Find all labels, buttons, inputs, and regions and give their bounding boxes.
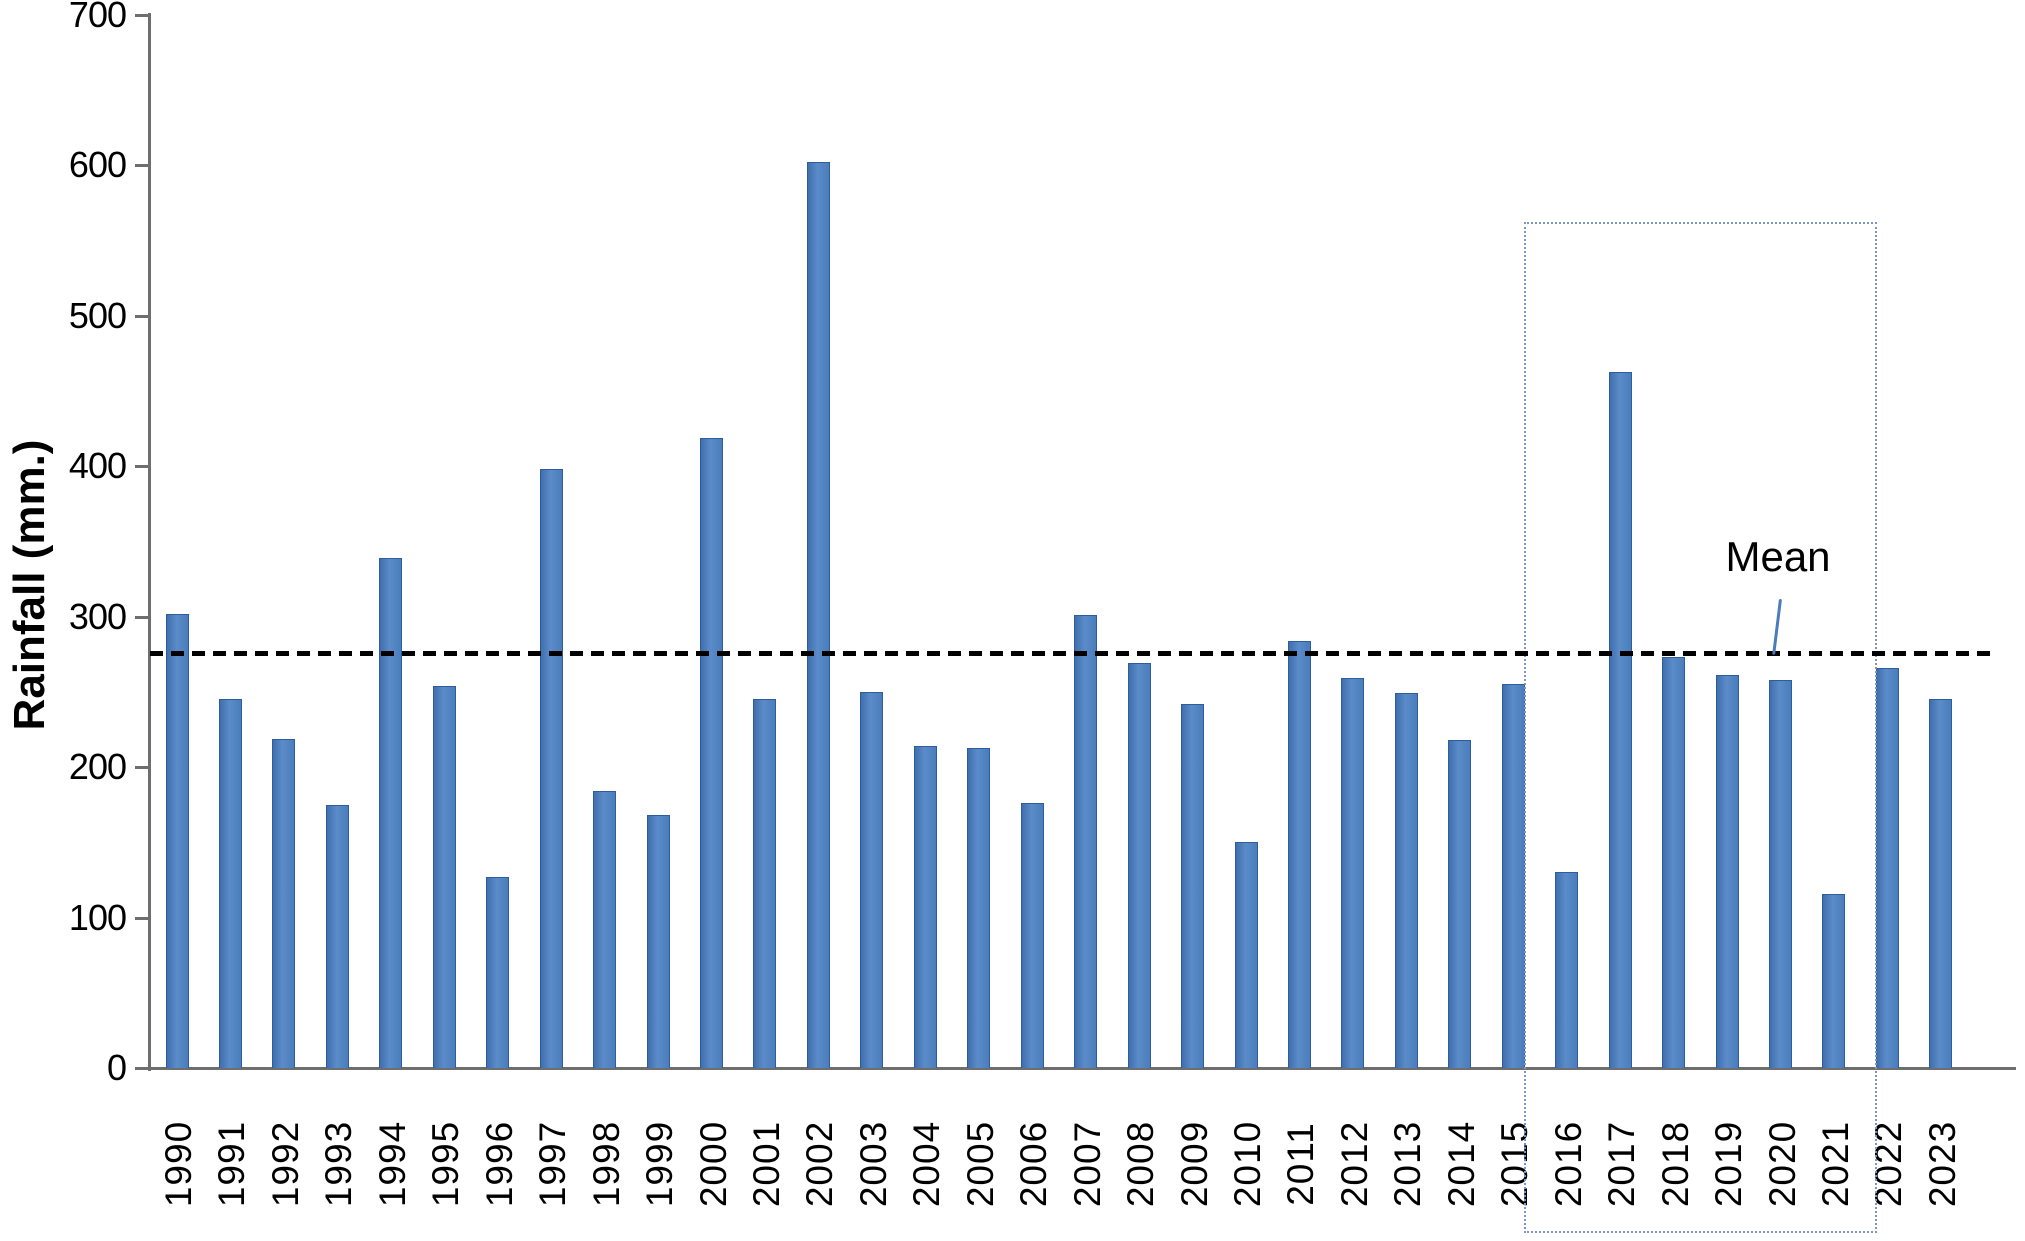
bar-2008 [1127, 663, 1151, 1068]
mean-dashed-line [150, 650, 1997, 656]
x-tick-label-1992: 1992 [264, 1120, 306, 1208]
bar-2023 [1929, 699, 1953, 1068]
x-tick-label-2013: 2013 [1387, 1120, 1429, 1208]
y-tick-label-400: 400 [68, 445, 127, 487]
x-tick-label-2005: 2005 [959, 1120, 1001, 1208]
bar-2020 [1769, 679, 1792, 1068]
x-tick-label-1995: 1995 [425, 1120, 467, 1208]
bar-2015 [1501, 684, 1525, 1068]
x-tick-label-2008: 2008 [1120, 1120, 1162, 1208]
bar-2012 [1341, 678, 1365, 1068]
x-tick-label-2000: 2000 [692, 1120, 734, 1208]
bar-2011 [1287, 640, 1311, 1068]
y-tick-label-600: 600 [68, 144, 127, 186]
x-tick-label-1999: 1999 [639, 1120, 681, 1208]
bar-2013 [1394, 693, 1418, 1068]
bar-2003 [860, 691, 884, 1068]
bar-2009 [1181, 703, 1205, 1068]
x-tick-label-2009: 2009 [1173, 1120, 1215, 1208]
bar-2022 [1875, 667, 1899, 1068]
x-tick-label-2006: 2006 [1013, 1120, 1055, 1208]
bar-2007 [1074, 615, 1098, 1068]
bar-1998 [593, 791, 617, 1068]
y-tick-mark-300 [135, 615, 150, 619]
bar-1993 [325, 804, 349, 1068]
bar-2016 [1555, 872, 1579, 1068]
bar-1995 [432, 685, 456, 1068]
y-tick-mark-200 [135, 766, 150, 770]
x-tick-label-1996: 1996 [478, 1120, 520, 1208]
y-tick-label-500: 500 [68, 294, 127, 336]
x-tick-label-1997: 1997 [532, 1120, 574, 1208]
x-tick-label-1998: 1998 [585, 1120, 627, 1208]
x-tick-label-2004: 2004 [906, 1120, 948, 1208]
bar-2006 [1020, 803, 1044, 1068]
bar-2004 [913, 746, 937, 1068]
x-tick-label-2012: 2012 [1333, 1120, 1375, 1208]
x-tick-label-2002: 2002 [799, 1120, 841, 1208]
y-tick-label-200: 200 [68, 746, 127, 788]
bar-2014 [1448, 740, 1472, 1068]
bar-1999 [646, 815, 670, 1068]
y-tick-label-100: 100 [68, 896, 127, 938]
bar-2018 [1662, 657, 1686, 1068]
bar-2019 [1715, 675, 1739, 1068]
y-tick-mark-500 [135, 314, 150, 318]
bar-2005 [967, 747, 991, 1068]
bar-2001 [753, 699, 777, 1068]
bar-1997 [539, 469, 563, 1068]
y-tick-label-700: 700 [68, 0, 127, 35]
x-tick-label-1991: 1991 [211, 1120, 253, 1208]
bar-1990 [165, 613, 189, 1068]
y-tick-label-300: 300 [68, 595, 127, 637]
bar-2021 [1822, 893, 1846, 1068]
x-tick-label-2010: 2010 [1227, 1120, 1268, 1208]
y-tick-mark-0 [135, 1067, 150, 1070]
y-tick-mark-100 [135, 916, 150, 920]
x-tick-label-2007: 2007 [1066, 1120, 1108, 1208]
bar-2002 [806, 162, 830, 1068]
x-axis-line [148, 1067, 2016, 1070]
bar-1992 [272, 738, 296, 1068]
x-tick-label-2011: 2011 [1280, 1122, 1322, 1206]
x-tick-label-1994: 1994 [371, 1120, 413, 1208]
x-tick-label-2023: 2023 [1921, 1120, 1963, 1208]
mean-label: Mean [1725, 533, 1831, 580]
bar-2010 [1234, 842, 1258, 1068]
y-tick-label-0: 0 [106, 1047, 127, 1088]
x-tick-label-1993: 1993 [318, 1120, 360, 1208]
bar-1994 [379, 558, 403, 1068]
y-tick-mark-600 [135, 164, 150, 168]
y-axis-line [148, 12, 151, 1071]
x-tick-label-2003: 2003 [852, 1120, 894, 1208]
y-tick-mark-400 [135, 465, 150, 469]
x-tick-label-2001: 2001 [745, 1120, 787, 1208]
bar-1991 [218, 699, 242, 1068]
bar-1996 [486, 876, 510, 1068]
x-tick-label-1990: 1990 [158, 1120, 199, 1208]
highlight-rectangle-2016-2021 [1523, 222, 1877, 1233]
x-tick-label-2014: 2014 [1440, 1120, 1482, 1208]
y-tick-mark-700 [135, 13, 150, 17]
bar-2017 [1608, 371, 1632, 1068]
bar-2000 [700, 437, 723, 1068]
